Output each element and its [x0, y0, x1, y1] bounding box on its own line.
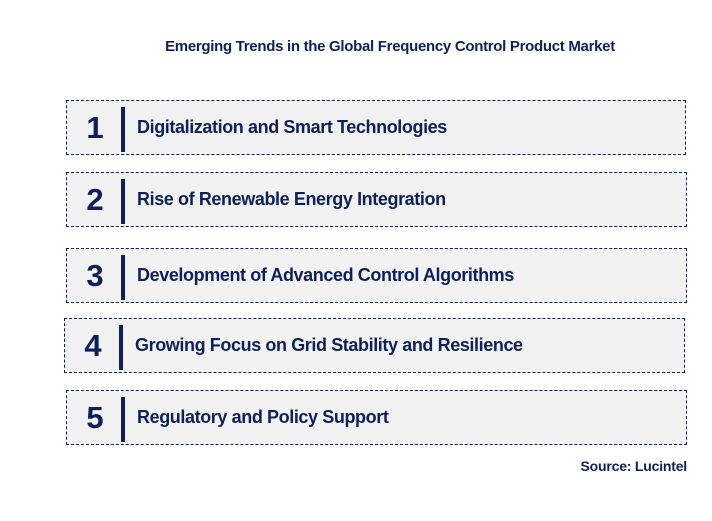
- trend-number: 5: [86, 399, 104, 435]
- trend-number: 4: [84, 327, 102, 363]
- trend-label: Development of Advanced Control Algorith…: [137, 265, 514, 285]
- trend-label: Rise of Renewable Energy Integration: [137, 189, 446, 209]
- trend-label: Regulatory and Policy Support: [137, 407, 389, 427]
- divider-bar: [121, 107, 125, 152]
- trend-number: 1: [86, 109, 104, 145]
- divider-bar: [121, 255, 125, 300]
- divider-bar: [121, 397, 125, 442]
- source-credit: Source: Lucintel: [580, 458, 688, 474]
- trend-number: 3: [86, 257, 104, 293]
- trend-item-2: 2 Rise of Renewable Energy Integration: [66, 172, 687, 227]
- trend-item-3: 3 Development of Advanced Control Algori…: [66, 248, 687, 303]
- trend-number: 2: [86, 181, 104, 217]
- trend-label: Digitalization and Smart Technologies: [137, 117, 447, 137]
- diagram-title: Emerging Trends in the Global Frequency …: [165, 38, 615, 55]
- trend-item-5: 5 Regulatory and Policy Support: [66, 390, 687, 445]
- divider-bar: [119, 325, 123, 370]
- trend-item-1: 1 Digitalization and Smart Technologies: [66, 100, 686, 155]
- divider-bar: [121, 179, 125, 224]
- trend-item-4: 4 Growing Focus on Grid Stability and Re…: [64, 318, 685, 373]
- trend-label: Growing Focus on Grid Stability and Resi…: [135, 335, 523, 355]
